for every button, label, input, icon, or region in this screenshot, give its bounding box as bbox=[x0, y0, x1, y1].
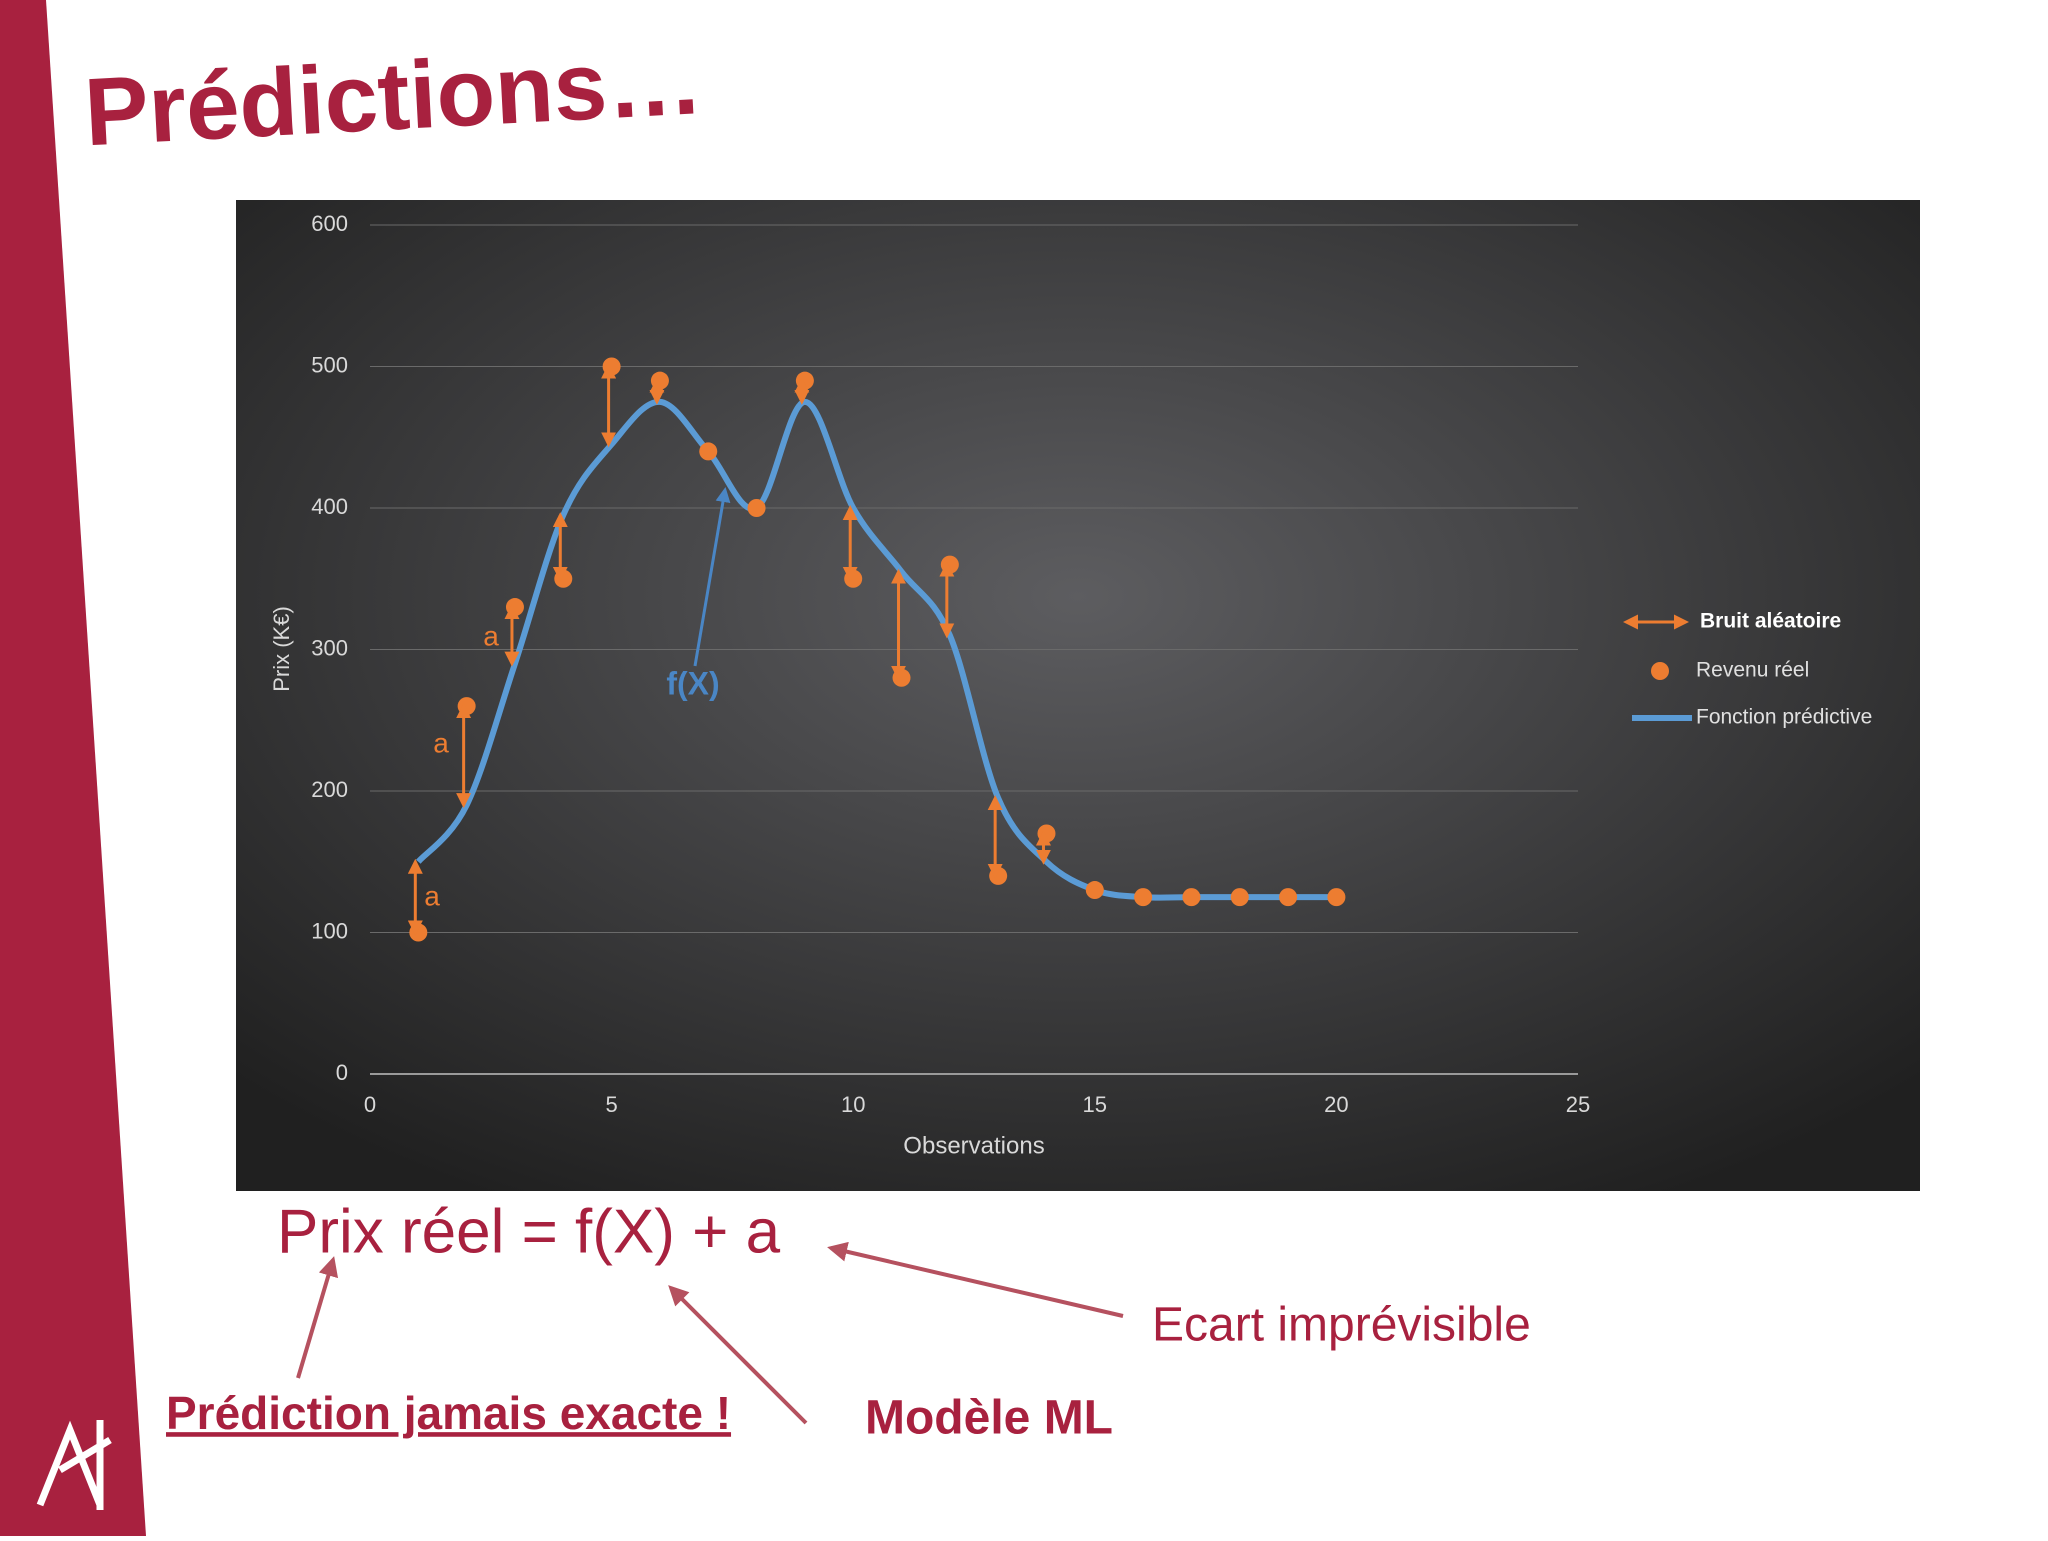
data-point bbox=[505, 598, 524, 617]
y-tick-label: 400 bbox=[311, 494, 348, 519]
x-axis-label: Observations bbox=[903, 1132, 1044, 1159]
data-point bbox=[409, 923, 428, 942]
annotation: f(X) bbox=[666, 665, 719, 701]
slide-title: Prédictions… bbox=[82, 27, 706, 166]
note-error: Ecart imprévisible bbox=[1152, 1299, 1531, 1352]
x-tick-label: 25 bbox=[1566, 1092, 1590, 1117]
annotation-arrow bbox=[693, 487, 731, 667]
legend-label: Revenu réel bbox=[1696, 659, 1809, 682]
note-exact: Prédiction jamais exacte ! bbox=[166, 1387, 731, 1439]
data-point bbox=[699, 442, 718, 461]
y-tick-label: 0 bbox=[336, 1060, 348, 1085]
formula: Prix réel = f(X) + a bbox=[277, 1197, 781, 1266]
y-tick-label: 100 bbox=[311, 918, 348, 943]
data-point bbox=[747, 499, 766, 517]
callout-arrow bbox=[827, 1241, 1124, 1318]
annotation: a bbox=[424, 880, 440, 911]
legend-label: Bruit aléatoire bbox=[1700, 610, 1841, 633]
data-point bbox=[795, 371, 814, 390]
x-tick-label: 20 bbox=[1324, 1092, 1348, 1117]
data-point bbox=[940, 555, 959, 574]
x-tick-label: 15 bbox=[1083, 1092, 1107, 1117]
x-tick-label: 10 bbox=[841, 1092, 865, 1117]
data-point bbox=[892, 668, 911, 687]
y-tick-label: 200 bbox=[311, 777, 348, 802]
data-point bbox=[457, 697, 476, 716]
y-tick-label: 600 bbox=[311, 211, 348, 236]
data-point bbox=[1230, 888, 1249, 907]
chart: 0 100 200 300 400 500 600 0 5 10 15 20 25 Observation… bbox=[269, 211, 1872, 1160]
data-point bbox=[844, 569, 863, 588]
y-tick-label: 300 bbox=[311, 635, 348, 660]
data-point bbox=[1182, 888, 1201, 907]
data-point bbox=[1327, 888, 1346, 907]
callout-arrows bbox=[296, 1241, 1124, 1425]
side-band bbox=[0, 0, 146, 1536]
callout-arrow bbox=[668, 1285, 808, 1425]
x-tick-label: 5 bbox=[605, 1092, 617, 1117]
annotation: a bbox=[483, 620, 499, 651]
note-model: Modèle ML bbox=[865, 1392, 1113, 1445]
callout-arrow bbox=[296, 1256, 339, 1379]
data-point bbox=[1279, 888, 1298, 907]
x-tick-label: 0 bbox=[364, 1092, 376, 1117]
chart-area bbox=[236, 200, 1920, 1191]
data-point bbox=[1134, 888, 1153, 907]
data-point bbox=[1085, 881, 1104, 900]
legend-symbol bbox=[1651, 662, 1669, 680]
data-point bbox=[989, 866, 1008, 885]
y-axis-label: Prix (K€) bbox=[269, 606, 294, 692]
data-point bbox=[650, 371, 669, 390]
data-point bbox=[602, 357, 621, 376]
y-tick-label: 500 bbox=[311, 352, 348, 377]
data-point bbox=[1037, 824, 1056, 843]
logo bbox=[36, 1420, 112, 1510]
data-point bbox=[554, 569, 573, 588]
annotation: a bbox=[433, 727, 449, 758]
legend-label: Fonction prédictive bbox=[1696, 706, 1872, 729]
